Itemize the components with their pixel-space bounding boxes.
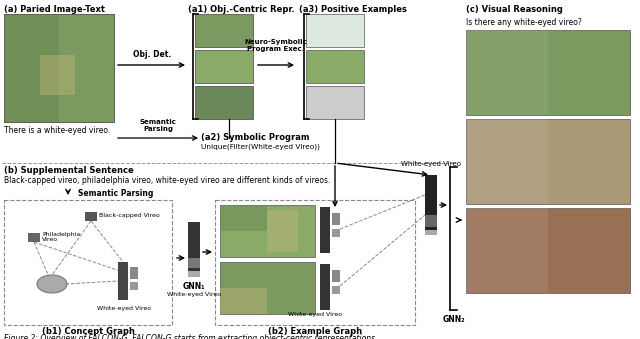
Bar xyxy=(466,119,548,204)
Bar xyxy=(466,30,548,115)
Bar xyxy=(466,208,548,293)
Bar xyxy=(425,175,437,235)
Bar xyxy=(267,210,298,252)
Bar xyxy=(425,215,437,227)
Text: (b2) Example Graph: (b2) Example Graph xyxy=(268,327,362,336)
Bar xyxy=(215,200,415,325)
Text: Obj. Det.: Obj. Det. xyxy=(133,50,171,59)
Bar xyxy=(28,233,40,242)
Bar xyxy=(320,264,330,310)
Bar xyxy=(85,212,97,221)
Bar xyxy=(220,205,267,231)
Bar xyxy=(332,270,340,282)
Text: (a1) Obj.-Centric Repr.: (a1) Obj.-Centric Repr. xyxy=(188,5,294,14)
Bar xyxy=(195,50,253,83)
Text: (b) Supplemental Sentence: (b) Supplemental Sentence xyxy=(4,166,134,175)
Bar xyxy=(332,213,340,225)
Text: Neuro-Symbolic
Program Exec.: Neuro-Symbolic Program Exec. xyxy=(244,39,307,52)
Bar xyxy=(188,222,200,277)
Bar xyxy=(220,262,315,314)
Bar xyxy=(188,258,200,268)
Text: (b1) Concept Graph: (b1) Concept Graph xyxy=(42,327,134,336)
Bar xyxy=(40,55,75,95)
Text: Is there any white-eyed vireo?: Is there any white-eyed vireo? xyxy=(466,18,582,27)
Bar xyxy=(425,230,437,235)
Text: Vireo: Vireo xyxy=(44,281,60,286)
Bar xyxy=(466,30,630,115)
Text: (a) Paried Image-Text: (a) Paried Image-Text xyxy=(4,5,105,14)
Bar xyxy=(332,229,340,237)
Bar xyxy=(306,50,364,83)
Bar xyxy=(4,14,114,122)
Text: (a2) Symbolic Program: (a2) Symbolic Program xyxy=(201,133,310,142)
Bar xyxy=(220,288,267,314)
Bar xyxy=(320,207,330,253)
Text: (c) Visual Reasoning: (c) Visual Reasoning xyxy=(466,5,563,14)
Ellipse shape xyxy=(37,275,67,293)
Bar xyxy=(306,86,364,119)
Text: Semantic Parsing: Semantic Parsing xyxy=(78,188,154,198)
Bar xyxy=(4,14,59,122)
Text: Black-capped Vireo: Black-capped Vireo xyxy=(99,214,160,219)
Text: White-eyed Vireo: White-eyed Vireo xyxy=(97,306,151,311)
Text: GNN₂: GNN₂ xyxy=(443,315,465,324)
Text: GNN₁: GNN₁ xyxy=(182,282,205,291)
Bar xyxy=(118,262,128,300)
Bar xyxy=(4,14,114,122)
Bar xyxy=(195,86,253,119)
Bar xyxy=(195,14,253,47)
Text: Semantic
Parsing: Semantic Parsing xyxy=(140,119,177,132)
Bar xyxy=(130,267,138,279)
Text: Unique(Filter(White-eyed Vireo)): Unique(Filter(White-eyed Vireo)) xyxy=(201,144,320,151)
Bar xyxy=(130,282,138,290)
Text: There is a white-eyed vireo.: There is a white-eyed vireo. xyxy=(4,126,110,135)
Text: Black-capped vireo, philadelphia vireo, white-eyed vireo are different kinds of : Black-capped vireo, philadelphia vireo, … xyxy=(4,176,330,185)
Text: (a3) Positive Examples: (a3) Positive Examples xyxy=(299,5,407,14)
Bar xyxy=(220,205,315,257)
Bar xyxy=(4,200,172,325)
Bar xyxy=(332,286,340,294)
Bar xyxy=(466,208,630,293)
Text: White-eyed Vireo: White-eyed Vireo xyxy=(288,312,342,317)
Text: Figure 2: Overview of FALCON-G. FALCON-G starts from extracting object-centric r: Figure 2: Overview of FALCON-G. FALCON-G… xyxy=(4,334,375,339)
Bar xyxy=(188,271,200,277)
Bar xyxy=(306,14,364,47)
Text: Philadelphia
Vireo: Philadelphia Vireo xyxy=(42,232,80,242)
Text: White-eyed Vireo: White-eyed Vireo xyxy=(401,161,461,167)
Bar xyxy=(466,119,630,204)
Text: White-eyed Vireo: White-eyed Vireo xyxy=(167,292,221,297)
